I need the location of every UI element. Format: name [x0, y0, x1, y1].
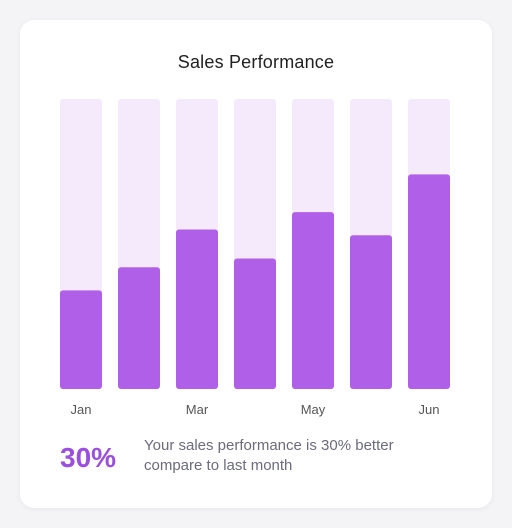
bar-apr [234, 258, 276, 389]
x-tick-label: Jan [71, 402, 92, 417]
chart-title: Sales Performance [177, 52, 335, 72]
summary-footer: 30% Your sales performance is 30% better… [60, 436, 460, 486]
bar-may [292, 212, 334, 389]
bar-feb [118, 267, 160, 389]
summary-text: Your sales performance is 30% better com… [144, 437, 394, 474]
x-tick-label: May [301, 402, 326, 417]
bar-mar [176, 229, 218, 389]
bars-group [60, 99, 450, 389]
bar-jan [60, 290, 102, 389]
summary-percent: 30% [60, 442, 117, 473]
x-tick-label: Jun [419, 402, 440, 417]
x-tick-label: Mar [186, 402, 209, 417]
bar-jun [350, 235, 392, 389]
bar-jul [408, 174, 450, 389]
x-tick-labels: Jan Mar May Jun [71, 402, 440, 417]
